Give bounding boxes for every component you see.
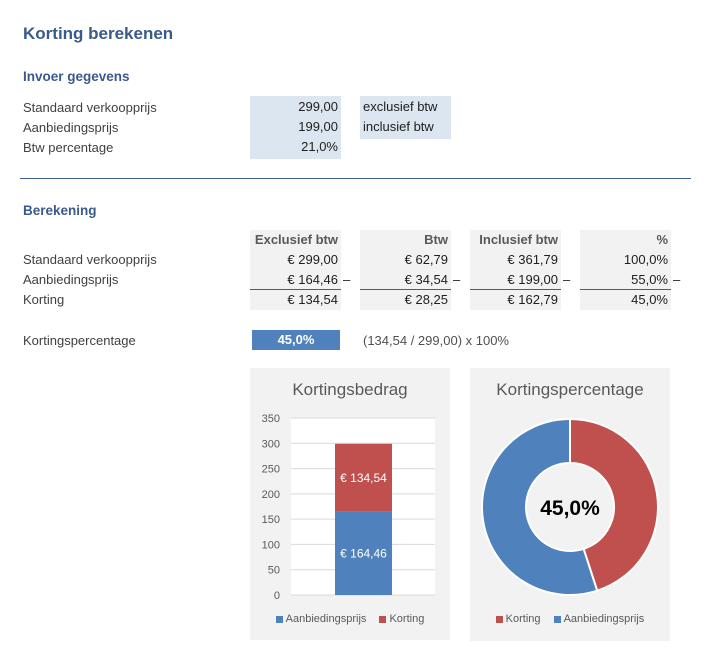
legend-item-aanbiedingsprijs: Aanbiedingsprijs: [553, 613, 645, 625]
discount-formula: (134,54 / 299,00) x 100%: [363, 333, 509, 348]
legend-swatch-blue: [553, 615, 561, 623]
calc-label-offer-price: Aanbiedingsprijs: [23, 272, 119, 287]
legend-swatch-red: [379, 615, 387, 623]
legend-label: Korting: [389, 613, 425, 625]
vat-percentage-input[interactable]: 21,0%: [301, 139, 338, 154]
column-header: %: [656, 232, 668, 247]
cell-value: € 28,25: [404, 292, 448, 307]
legend-swatch-red: [495, 615, 503, 623]
legend-item-aanbiedingsprijs: Aanbiedingsprijs: [275, 613, 367, 625]
bar-data-label: € 164,46: [340, 546, 387, 560]
minus-sign: –: [343, 272, 351, 287]
section-divider: [20, 178, 691, 179]
column-header: Btw: [424, 232, 448, 247]
cell-value: € 162,79: [507, 292, 558, 307]
donut-slice-korting[interactable]: [569, 417, 659, 592]
column-incl-vat: Inclusief btw € 361,79 € 199,00 € 162,79: [470, 230, 561, 310]
standard-price-vat-type[interactable]: exclusief btw: [363, 99, 438, 114]
cell-value: 45,0%: [631, 292, 668, 307]
bar-data-label: € 134,54: [340, 471, 387, 485]
donut-slice-aanbiedingsprijs[interactable]: [481, 417, 599, 596]
column-vat: Btw € 62,79 € 34,54 € 28,25: [360, 230, 451, 310]
cell-value: € 299,00: [287, 252, 338, 267]
y-tick-label: 150: [262, 514, 280, 526]
y-tick-label: 200: [262, 489, 280, 501]
y-tick-label: 250: [262, 464, 280, 476]
legend-item-korting: Korting: [379, 613, 424, 625]
standard-price-input[interactable]: 299,00: [298, 99, 338, 114]
bar-chart-title: Kortingsbedrag: [292, 380, 408, 399]
bar-segment-korting[interactable]: [335, 443, 392, 512]
column-header: Inclusief btw: [479, 232, 558, 247]
subtotal-line: [470, 289, 561, 290]
cell-value: € 164,46: [287, 272, 338, 287]
column-header: Exclusief btw: [254, 232, 338, 247]
input-label-vat: Btw percentage: [23, 140, 114, 155]
subtotal-line: [360, 289, 451, 290]
minus-sign: –: [563, 272, 571, 287]
legend-label: Aanbiedingsprijs: [563, 613, 645, 625]
bar-chart-svg: 0 50 100 150 200 250 300 350 € 164,46 € 134,54: [262, 413, 435, 602]
donut-chart-legend: Korting Aanbiedingsprijs: [470, 613, 670, 625]
minus-sign: –: [673, 272, 681, 287]
legend-label: Aanbiedingsprijs: [285, 613, 367, 625]
column-excl-vat: Exclusief btw € 299,00 € 164,46 € 134,54: [250, 230, 341, 310]
cell-value: € 361,79: [507, 252, 558, 267]
cell-value: € 62,79: [404, 252, 448, 267]
discount-percentage-label: Kortingspercentage: [23, 333, 136, 348]
y-tick-label: 350: [262, 413, 280, 425]
legend-label: Korting: [505, 613, 541, 625]
donut-chart-title: Kortingspercentage: [496, 380, 644, 399]
minus-sign: –: [453, 272, 461, 287]
legend-swatch-blue: [275, 615, 283, 623]
cell-value: 100,0%: [623, 252, 668, 267]
subtotal-line: [580, 289, 671, 290]
offer-price-vat-type[interactable]: inclusief btw: [363, 119, 434, 134]
y-tick-label: 100: [262, 539, 280, 551]
donut-chart-panel[interactable]: Kortingspercentage 45,0% Korting Aanbied…: [470, 368, 670, 641]
calc-label-discount: Korting: [23, 292, 65, 307]
input-label-standard-price: Standaard verkoopprijs: [23, 100, 157, 115]
cell-value: € 199,00: [507, 272, 558, 287]
y-tick-label: 50: [268, 565, 280, 577]
legend-item-korting: Korting: [495, 613, 541, 625]
bar-chart-legend: Aanbiedingsprijs Korting: [250, 613, 450, 625]
donut-chart-svg: 45,0%: [481, 417, 659, 596]
cell-value: € 34,54: [404, 272, 448, 287]
donut-center-label: 45,0%: [540, 497, 600, 520]
bar-segment-aanbiedingsprijs[interactable]: [335, 511, 392, 595]
input-label-offer-price: Aanbiedingsprijs: [23, 120, 119, 135]
subtotal-line: [250, 289, 341, 290]
y-tick-label: 300: [262, 438, 280, 450]
offer-price-input[interactable]: 199,00: [298, 119, 338, 134]
discount-percentage-value: 45,0%: [252, 330, 340, 350]
cell-value: 55,0%: [631, 272, 668, 287]
vat-type-panel: [360, 96, 451, 139]
bar-chart-panel[interactable]: Kortingsbedrag 0 50 100 150 200 250 300 350 € 16…: [250, 368, 450, 640]
cell-value: € 134,54: [287, 292, 338, 307]
column-percentage: % 100,0% 55,0% 45,0%: [580, 230, 671, 310]
calc-heading: Berekening: [23, 203, 97, 218]
input-heading: Invoer gegevens: [23, 69, 130, 84]
input-values-panel: [250, 96, 341, 159]
y-tick-label: 0: [274, 590, 280, 602]
calc-label-standard-price: Standaard verkoopprijs: [23, 252, 157, 267]
page-title: Korting berekenen: [23, 24, 174, 43]
